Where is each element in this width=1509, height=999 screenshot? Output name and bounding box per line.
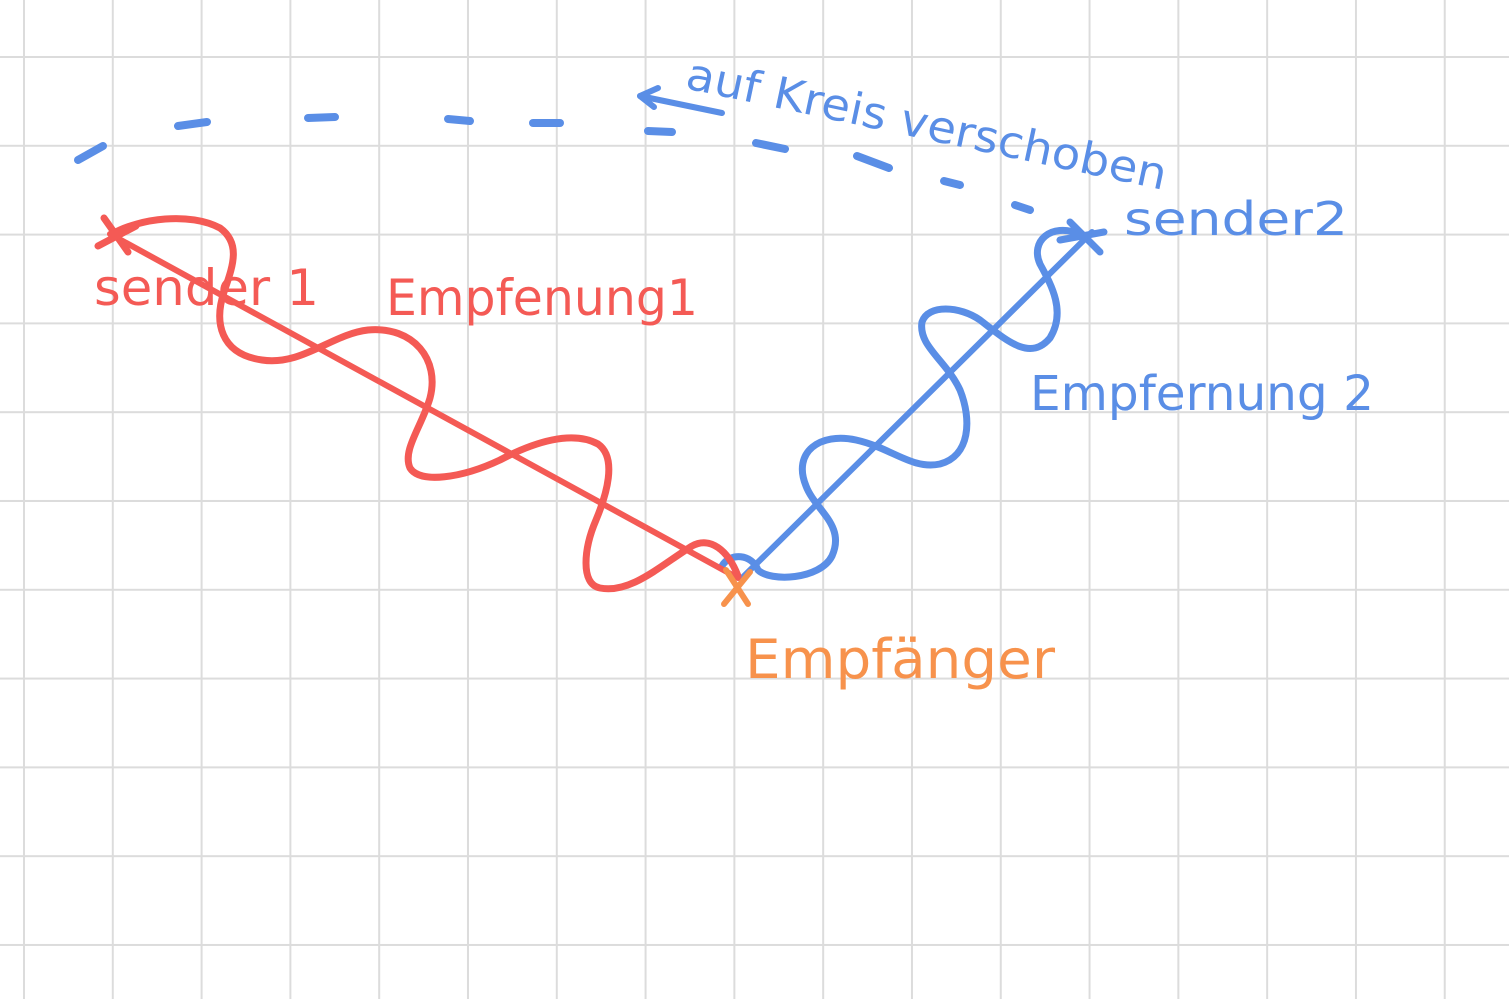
receiver-marker	[721, 567, 753, 607]
circle-arc	[74, 113, 1034, 214]
distance1-label: Empfenung1	[386, 269, 698, 327]
distance2-line	[739, 229, 1095, 581]
shift-arrow	[637, 85, 725, 116]
receiver-label: Empfänger	[745, 628, 1056, 691]
circle-note-label: auf Kreis verschoben	[682, 49, 1172, 201]
distance2-label: Empfernung 2	[1030, 366, 1374, 422]
distance2-wave	[718, 226, 1084, 581]
sender2-marker	[1056, 218, 1108, 256]
sender2-label: sender2	[1124, 192, 1348, 246]
distance1-wave	[108, 215, 742, 593]
sender1-label: sender 1	[94, 259, 319, 317]
